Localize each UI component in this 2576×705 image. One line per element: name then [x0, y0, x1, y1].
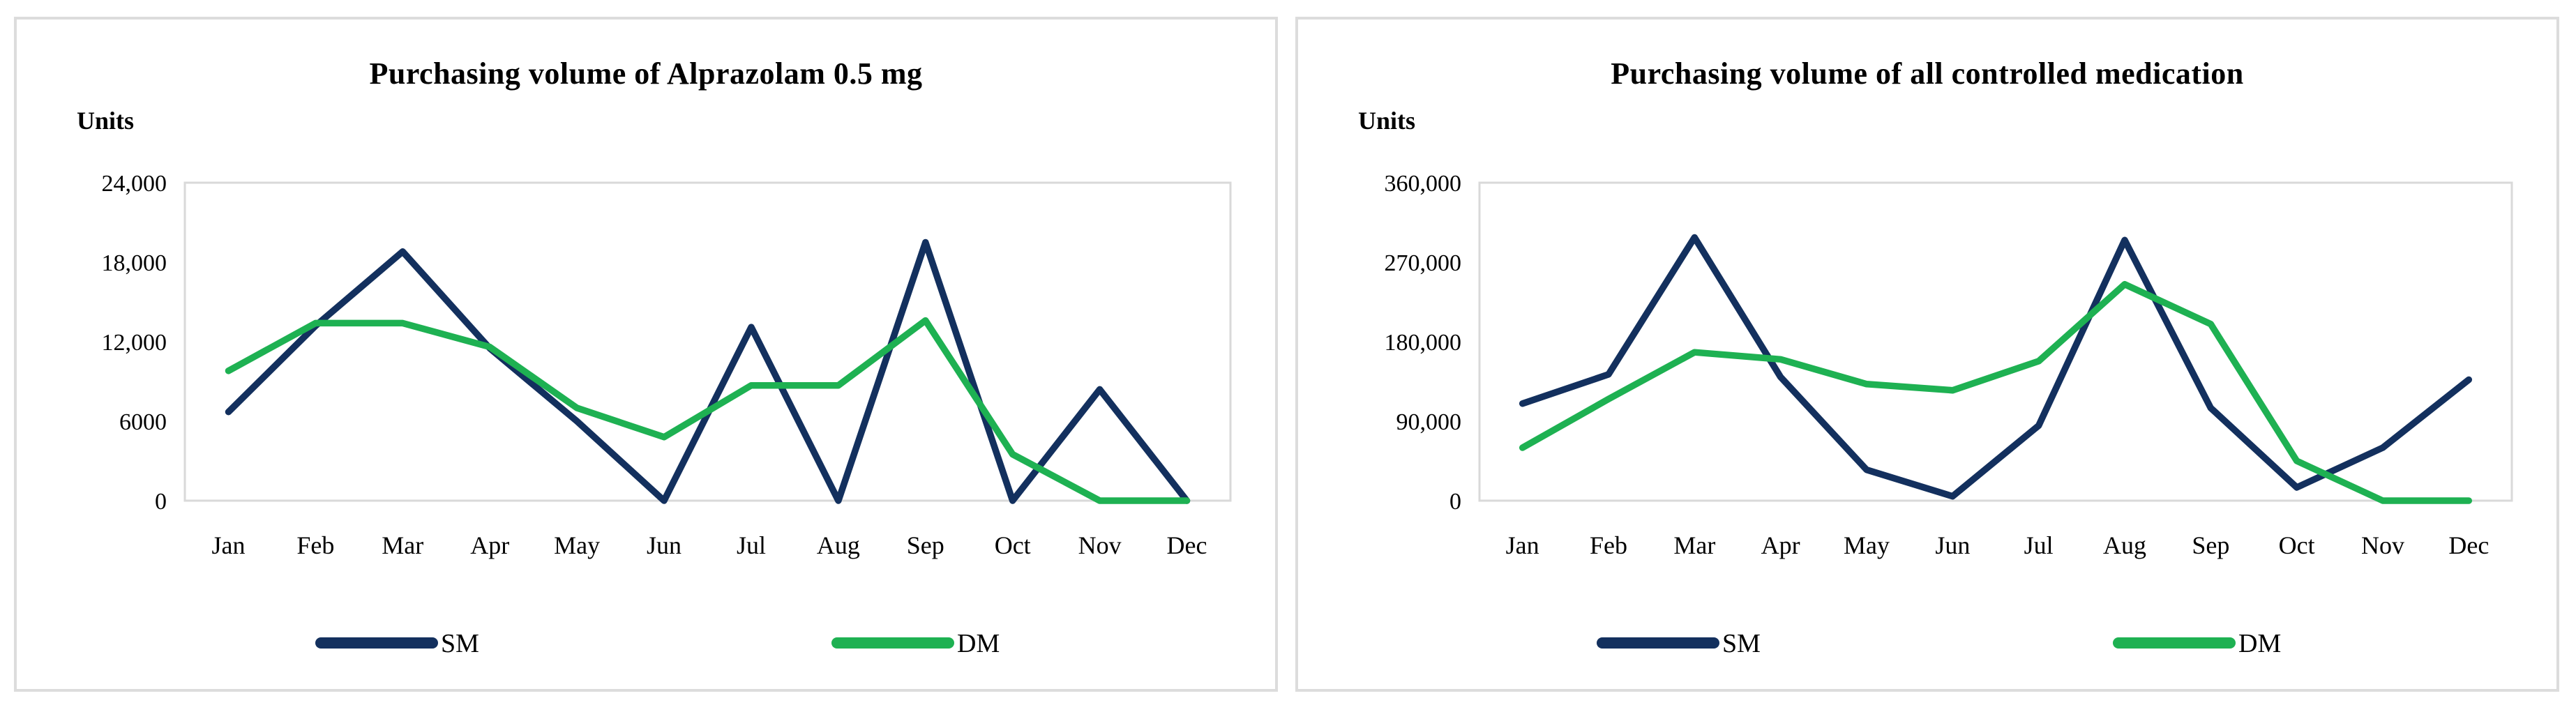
x-tick-label: Dec: [2448, 531, 2489, 559]
plot-area-border: [1478, 181, 2513, 502]
y-axis-units-label: Units: [1358, 107, 1416, 135]
dm-series-line: [225, 317, 1191, 504]
x-tick-label: Feb: [1590, 531, 1627, 559]
x-tick-label: Oct: [2279, 531, 2315, 559]
y-tick-label: 180,000: [1385, 330, 1462, 356]
y-tick-label: 270,000: [1385, 250, 1462, 276]
x-tick-label: Nov: [1078, 531, 1122, 559]
y-tick-label: 0: [155, 489, 167, 515]
x-tick-label: Apr: [470, 531, 509, 559]
chart-title-all-controlled: Purchasing volume of all controlled medi…: [1611, 56, 2244, 91]
y-tick-label: 90,000: [1396, 409, 1462, 435]
plot-area-border: [183, 181, 1232, 502]
x-tick-label: Nov: [2361, 531, 2404, 559]
y-tick-label: 360,000: [1385, 171, 1462, 197]
legend-label-sm: SM: [441, 629, 479, 658]
x-tick-label: Feb: [296, 531, 334, 559]
y-tick-label: 6000: [119, 409, 167, 435]
chart-card-all-controlled: 360,000 270,000 180,000 90,000 0 Jan Feb Mar Apr…: [1295, 17, 2559, 692]
x-tick-label: Aug: [2103, 531, 2146, 559]
x-tick-label: Jan: [1506, 531, 1539, 559]
legend-label-sm: SM: [1722, 629, 1761, 658]
y-tick-label: 0: [1449, 489, 1461, 515]
y-tick-label: 18,000: [102, 250, 167, 276]
line-chart-alprazolam: 24,000 18,000 12,000 6000 0 Jan Feb Mar Apr May Ju…: [102, 171, 1232, 658]
x-tick-label: Jun: [1935, 531, 1970, 559]
x-tick-label: Jun: [647, 531, 681, 559]
x-tick-label: Apr: [1761, 531, 1800, 559]
x-tick-label: Mar: [382, 531, 423, 559]
x-tick-label: Jul: [737, 531, 766, 559]
x-tick-label: Mar: [1673, 531, 1715, 559]
x-tick-label: May: [1844, 531, 1890, 559]
chart-card-alprazolam: 24,000 18,000 12,000 6000 0 Jan Feb Mar Apr May Ju…: [14, 17, 1278, 692]
y-tick-label: 24,000: [102, 171, 167, 197]
sm-series-line: [1519, 234, 2473, 500]
legend-label-dm: DM: [957, 629, 1000, 658]
legend-label-dm: DM: [2238, 629, 2281, 658]
x-tick-label: Sep: [907, 531, 944, 559]
line-chart-all-controlled: 360,000 270,000 180,000 90,000 0 Jan Feb Mar Apr…: [1385, 171, 2513, 658]
y-tick-label: 12,000: [102, 330, 167, 356]
chart-title-alprazolam: Purchasing volume of Alprazolam 0.5 mg: [369, 56, 923, 91]
x-tick-label: Sep: [2192, 531, 2229, 559]
x-tick-label: Oct: [995, 531, 1031, 559]
x-tick-label: Dec: [1167, 531, 1207, 559]
x-tick-label: Jul: [2024, 531, 2054, 559]
x-tick-label: May: [554, 531, 600, 559]
x-tick-label: Aug: [817, 531, 860, 559]
dm-series-line: [1519, 280, 2473, 504]
y-axis-units-label: Units: [77, 107, 135, 135]
x-tick-label: Jan: [211, 531, 245, 559]
